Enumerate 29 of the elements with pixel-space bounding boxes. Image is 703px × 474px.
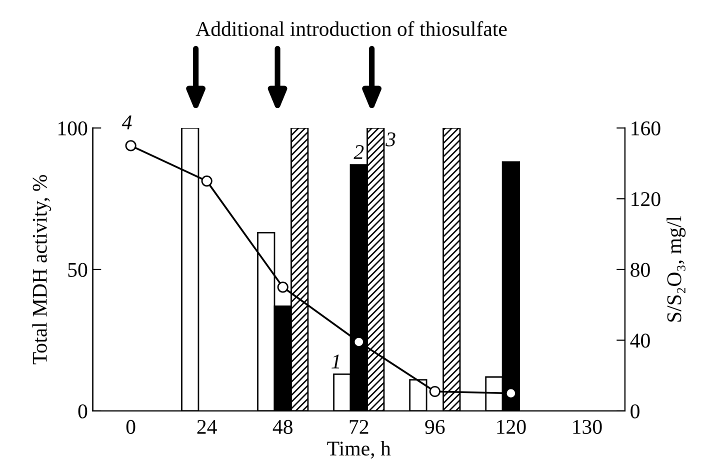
x-tick-label: 0	[126, 420, 136, 434]
point	[353, 336, 364, 348]
series-label: 2	[354, 145, 364, 159]
x-tick-label: 48	[272, 420, 292, 434]
point	[201, 175, 212, 187]
x-axis-title: Time, h	[327, 440, 391, 459]
point	[125, 140, 136, 152]
x-tick-label: 72	[350, 420, 368, 434]
x-tick-label: 120	[497, 420, 526, 434]
point	[277, 282, 288, 293]
point	[429, 386, 440, 398]
y2-tick-label: 160	[632, 121, 660, 136]
x-tick-label: 96	[425, 420, 445, 434]
x-tick-label: 24	[197, 420, 217, 434]
y2-tick-label: 80	[630, 262, 650, 277]
y2-tick-label: 0	[630, 404, 640, 418]
y2-tick-label: 120	[632, 192, 660, 206]
y-tick-label: 0	[78, 404, 88, 418]
chart-title: Additional introduction of thiosulfate	[196, 21, 507, 36]
point	[505, 388, 516, 399]
y-tick-label: 100	[58, 121, 88, 136]
y2-axis-title: S/S₂O₃, mg/l	[666, 216, 686, 322]
series-label: 1	[332, 354, 340, 368]
y-tick-label: 50	[68, 262, 88, 277]
series-label: 4	[122, 115, 132, 130]
x-tick-label: 130	[573, 420, 602, 434]
y2-tick-label: 40	[630, 334, 650, 348]
y-axis-title: Total MDH activity, %	[32, 174, 52, 364]
series-label: 3	[386, 132, 396, 146]
